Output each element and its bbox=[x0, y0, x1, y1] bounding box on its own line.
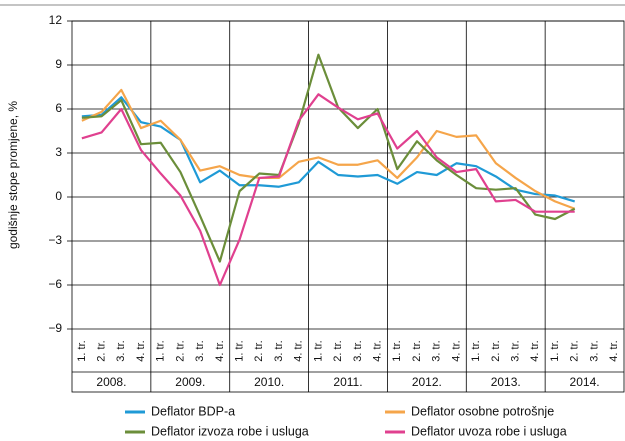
legend-label: Deflator izvoza robe i usluga bbox=[151, 424, 309, 438]
x-tick-label: 2. tr. bbox=[174, 340, 186, 361]
legend-label: Deflator osobne potrošnje bbox=[411, 404, 554, 418]
x-tick-label: 3. tr. bbox=[431, 340, 443, 361]
x-tick-label: 2. tr. bbox=[490, 340, 502, 361]
x-tick-label: 4. tr. bbox=[608, 340, 620, 361]
plot-frame bbox=[71, 20, 625, 393]
series-line bbox=[81, 88, 576, 210]
x-tick-label: 3. tr. bbox=[115, 340, 127, 361]
x-tick-label: 1. tr. bbox=[470, 340, 482, 361]
x-tick-label: 3. tr. bbox=[352, 340, 364, 361]
x-tick-label: 1. tr. bbox=[312, 340, 324, 361]
legend-label: Deflator BDP-a bbox=[151, 404, 235, 418]
year-label: 2011. bbox=[333, 375, 362, 389]
year-label: 2013. bbox=[491, 375, 521, 389]
x-tick-label: 4. tr. bbox=[293, 340, 305, 361]
x-tick-label: 4. tr. bbox=[214, 340, 226, 361]
x-tick-label: 2. tr. bbox=[253, 340, 265, 361]
x-tick-label: 4. tr. bbox=[135, 340, 147, 361]
x-tick-label: 1. tr. bbox=[155, 340, 167, 361]
x-tick-label: 3. tr. bbox=[273, 340, 285, 361]
series-line bbox=[81, 93, 575, 287]
x-tick-label: 3. tr. bbox=[588, 340, 600, 361]
x-tick-label: 1. tr. bbox=[391, 340, 403, 361]
x-tick-label: 2. tr. bbox=[332, 340, 344, 361]
x-tick-label: 3. tr. bbox=[194, 340, 206, 361]
y-tick-label: −9 bbox=[48, 321, 62, 335]
year-label: 2009. bbox=[175, 375, 205, 389]
y-tick-label: 6 bbox=[55, 101, 62, 115]
y-axis-label: godišnje stope promjene, % bbox=[6, 101, 20, 249]
series-line bbox=[81, 53, 576, 263]
x-tick-label: 1. tr. bbox=[233, 340, 245, 361]
x-tick-label: 1. tr. bbox=[549, 340, 561, 361]
year-label: 2012. bbox=[412, 375, 442, 389]
y-tick-label: −6 bbox=[48, 277, 62, 291]
x-tick-label: 4. tr. bbox=[371, 340, 383, 361]
y-tick-label: 3 bbox=[55, 145, 62, 159]
year-label: 2014. bbox=[570, 375, 600, 389]
x-tick-label: 4. tr. bbox=[529, 340, 541, 361]
y-tick-label: −3 bbox=[48, 233, 62, 247]
year-label: 2008. bbox=[96, 375, 126, 389]
x-tick-label: 2. tr. bbox=[95, 340, 107, 361]
series-line bbox=[81, 96, 576, 203]
y-tick-label: 9 bbox=[55, 57, 62, 71]
y-tick-label: 12 bbox=[49, 13, 63, 27]
x-tick-label: 1. tr. bbox=[76, 340, 88, 361]
x-tick-label: 2. tr. bbox=[569, 340, 581, 361]
y-tick-label: 0 bbox=[55, 189, 62, 203]
x-tick-label: 2. tr. bbox=[411, 340, 423, 361]
x-tick-label: 4. tr. bbox=[450, 340, 462, 361]
year-label: 2010. bbox=[254, 375, 284, 389]
legend-label: Deflator uvoza robe i usluga bbox=[411, 424, 567, 438]
x-tick-label: 3. tr. bbox=[509, 340, 521, 361]
